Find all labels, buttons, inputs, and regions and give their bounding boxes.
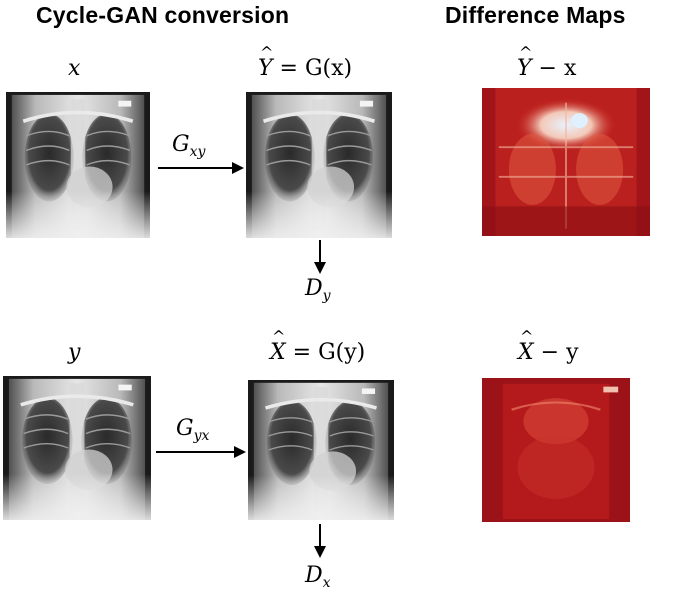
difference-map-1	[482, 88, 650, 236]
arrow-right-icon	[156, 446, 246, 458]
label-input-x: x	[68, 56, 81, 81]
xray-input-x	[6, 92, 150, 238]
label-input-y: y	[68, 340, 81, 365]
label-output-x-hat: X = G(y)	[270, 329, 365, 364]
label-output-y-hat: Y = G(x)	[258, 45, 352, 80]
label-diff-map-2: X − y	[518, 329, 579, 364]
xray-output-y-hat	[246, 92, 392, 238]
label-generator-yx: Gyx	[176, 416, 210, 444]
difference-map-2	[482, 378, 630, 522]
heading-cycle-gan-conversion: Cycle-GAN conversion	[36, 2, 290, 28]
xray-input-y	[3, 376, 151, 520]
label-discriminator-x: Dx	[305, 563, 331, 591]
arrow-down-icon	[314, 240, 326, 274]
xray-output-x-hat	[248, 380, 394, 520]
label-generator-xy: Gxy	[172, 132, 206, 160]
arrow-down-icon	[314, 524, 326, 558]
label-discriminator-y: Dy	[305, 276, 331, 304]
heading-difference-maps: Difference Maps	[445, 2, 626, 28]
arrow-right-icon	[158, 162, 244, 174]
label-diff-map-1: Y − x	[517, 45, 576, 80]
